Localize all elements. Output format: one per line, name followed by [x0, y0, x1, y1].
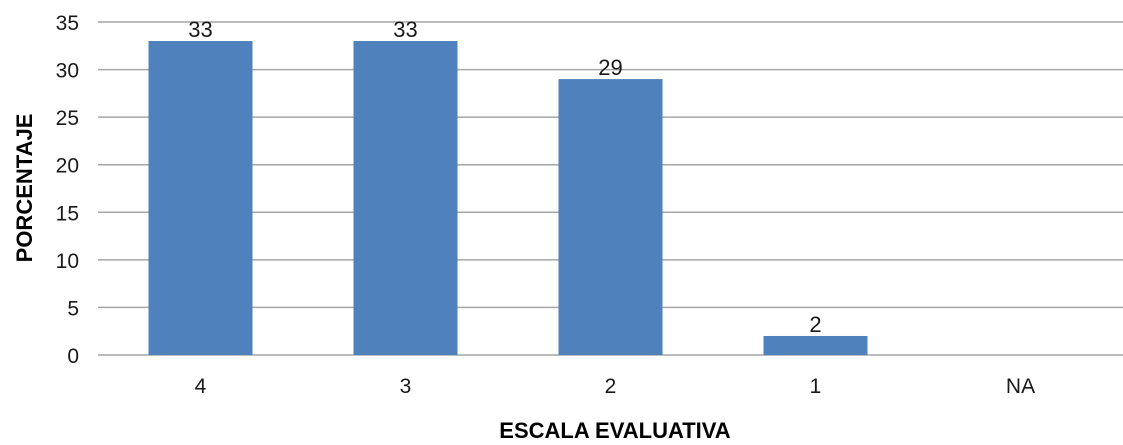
data-label: 33 — [393, 17, 417, 42]
x-axis-title: ESCALA EVALUATIVA — [499, 418, 731, 443]
y-tick-label: 5 — [67, 297, 79, 320]
y-tick-label: 0 — [67, 345, 79, 368]
data-labels: 33 33 29 2 — [188, 17, 821, 337]
bars — [148, 41, 868, 356]
y-tick-label: 35 — [56, 12, 79, 35]
x-tick-label: 2 — [605, 375, 617, 398]
x-axis-ticks: 4 3 2 1 NA — [195, 375, 1035, 398]
bar-4 — [148, 41, 253, 356]
y-tick-label: 30 — [56, 60, 79, 83]
x-tick-label: 3 — [400, 375, 412, 398]
bar-2 — [558, 79, 663, 355]
x-tick-label: 4 — [195, 375, 207, 398]
y-tick-label: 10 — [56, 250, 79, 273]
y-tick-label: 25 — [56, 107, 79, 130]
bar-3 — [353, 41, 458, 356]
data-label: 29 — [598, 55, 622, 80]
x-tick-label: 1 — [810, 375, 822, 398]
y-axis-ticks: 0 5 10 15 20 25 30 35 — [56, 12, 79, 368]
y-tick-label: 20 — [56, 155, 79, 178]
x-tick-label: NA — [1006, 375, 1035, 398]
data-label: 33 — [188, 17, 212, 42]
bar-1 — [763, 335, 868, 355]
y-axis-title: PORCENTAJE — [12, 114, 37, 263]
data-label: 2 — [809, 312, 821, 337]
y-tick-label: 15 — [56, 202, 79, 225]
